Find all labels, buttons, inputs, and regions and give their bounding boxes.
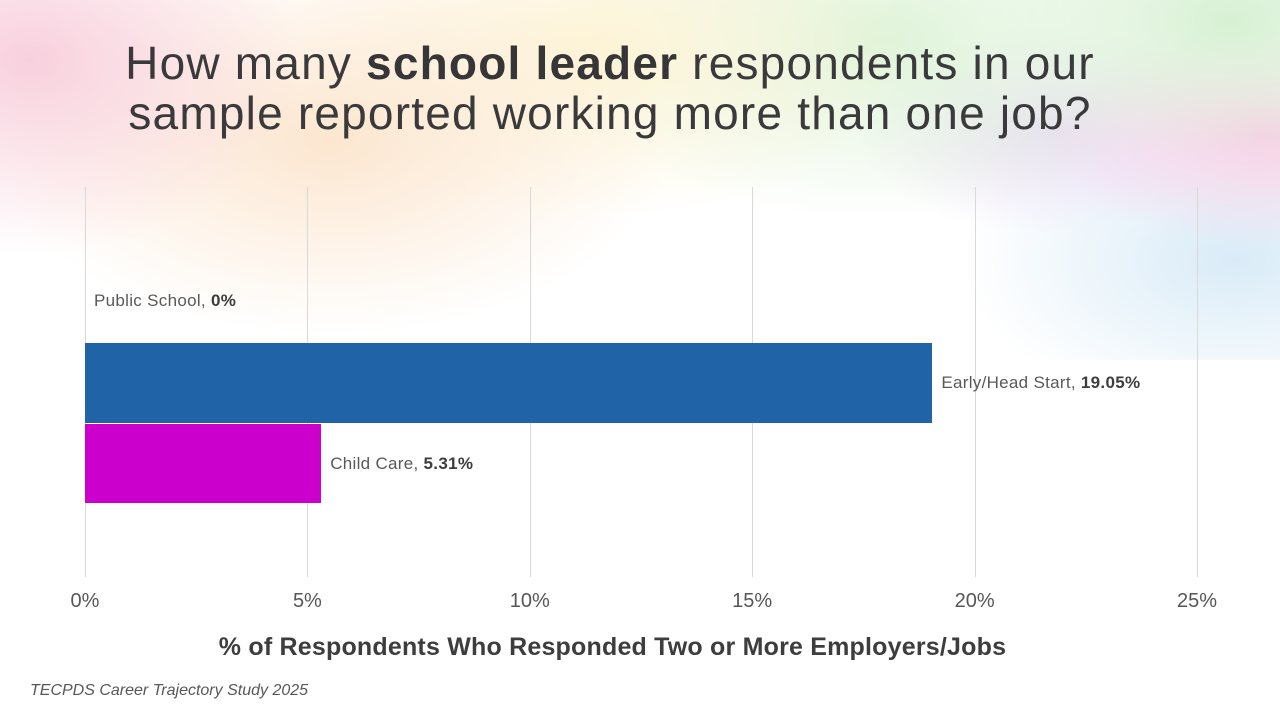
chart-row-public-school: Public School, 0%	[85, 290, 1197, 312]
x-axis-tick-label: 20%	[954, 590, 995, 612]
x-axis-tick-label: 15%	[732, 590, 773, 612]
value-label: 0%	[210, 291, 237, 310]
gridline	[1197, 187, 1198, 577]
bar-chart-plot-area: Public School, 0% Early/Head Start, 19.0…	[85, 187, 1198, 577]
label-separator: ,	[1070, 373, 1081, 392]
pastel-gradient-background	[0, 0, 1280, 360]
category-label: Early/Head Start	[941, 373, 1071, 392]
x-axis-tick-label: 5%	[292, 590, 322, 612]
bar-label: Public School, 0%	[94, 291, 236, 311]
title-line-1: How many school leader respondents in ou…	[125, 37, 1095, 89]
category-label: Child Care	[330, 453, 414, 473]
gridline	[974, 187, 976, 577]
x-axis-tick-label: 10%	[509, 590, 550, 612]
title-line-2: sample reported working more than one jo…	[128, 87, 1092, 139]
label-separator: ,	[200, 291, 211, 310]
value-label: 19.05%	[1080, 373, 1141, 392]
slide-title: How many school leader respondents in ou…	[30, 38, 1190, 138]
bar-label: Early/Head Start, 19.05%	[941, 373, 1140, 393]
footer-source-note: TECPDS Career Trajectory Study 2025	[30, 682, 309, 699]
x-axis-ticks: 0% 5% 10% 15% 20% 25%	[71, 590, 1217, 614]
category-label: Public School	[94, 291, 201, 310]
x-axis-tick-label: 25%	[1176, 590, 1218, 612]
label-separator: ,	[413, 453, 424, 473]
x-axis-title: % of Respondents Who Responded Two or Mo…	[218, 633, 1007, 661]
x-axis-tick-label: 0%	[70, 590, 100, 612]
bar-label: Child Care, 5.31%	[330, 454, 473, 474]
bar-early-head-start	[85, 343, 933, 423]
chart-row-early-head-start: Early/Head Start, 19.05%	[85, 343, 1197, 423]
chart-row-child-care: Child Care, 5.31%	[85, 424, 1197, 503]
value-label: 5.31%	[423, 453, 474, 473]
bar-child-care	[85, 424, 322, 503]
